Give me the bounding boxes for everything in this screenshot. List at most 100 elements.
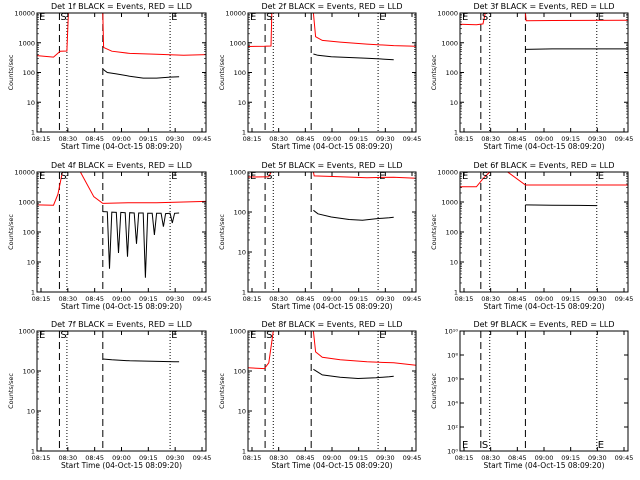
x-tick-label: 08:15 [243, 135, 262, 143]
x-tick-label: 09:15 [561, 135, 580, 143]
x-tick-label: 08:15 [243, 454, 262, 462]
y-axis-label: Counts/sec [7, 373, 15, 409]
axes-frame [36, 171, 207, 293]
event-marker-label: E [598, 171, 604, 182]
y-axis-label: Counts/sec [218, 373, 226, 409]
y-tick-label: 1 [454, 289, 458, 297]
chart-panel: Det 9f BLACK = Events, RED = LLD E S E 10⁰ 10… [430, 320, 633, 470]
series-line [102, 358, 180, 363]
event-marker-label: S [482, 12, 488, 23]
event-marker-label: E [171, 171, 177, 182]
event-marker-label: E [379, 330, 385, 341]
x-tick-label: 09:00 [323, 135, 342, 143]
x-tick-label: 08:15 [455, 135, 474, 143]
y-tick-label: 10⁰ [447, 448, 458, 456]
x-axis-label: Start Time (04-Oct-15 08:09:20) [483, 302, 604, 311]
x-tick-label: 09:45 [615, 454, 634, 462]
x-tick-label: 09:45 [403, 454, 422, 462]
x-tick-label: 09:45 [193, 454, 212, 462]
chart-title: Det 9f BLACK = Events, RED = LLD [473, 320, 614, 329]
axes-frame [36, 12, 207, 133]
axes-frame [247, 12, 417, 133]
x-tick-label: 08:15 [455, 454, 474, 462]
y-tick-label: 10000 [437, 10, 458, 18]
event-marker-label: E [379, 12, 385, 23]
series-line [36, 171, 207, 206]
x-tick-label: 08:15 [32, 135, 51, 143]
series-line [525, 204, 597, 207]
series-line [525, 48, 628, 50]
x-tick-label: 09:00 [323, 295, 342, 303]
x-tick-label: 08:30 [58, 135, 77, 143]
event-marker-label: S [60, 12, 66, 23]
x-tick-label: 09:45 [615, 135, 634, 143]
series-line [102, 68, 180, 79]
y-tick-label: 1000 [229, 328, 246, 336]
y-tick-label: 100 [234, 209, 246, 217]
x-axis-label: Start Time (04-Oct-15 08:09:20) [483, 461, 604, 470]
x-tick-label: 08:15 [455, 295, 474, 303]
event-marker-label: E [598, 12, 604, 23]
series-line [313, 53, 394, 61]
y-tick-label: 10⁶ [447, 376, 458, 384]
x-tick-label: 08:45 [508, 295, 527, 303]
x-tick-label: 08:45 [296, 454, 315, 462]
x-tick-label: 09:15 [349, 135, 368, 143]
y-tick-label: 10¹⁰ [445, 328, 459, 336]
x-tick-label: 09:45 [403, 295, 422, 303]
event-marker-label: S [266, 12, 272, 23]
y-tick-label: 10⁴ [447, 400, 458, 408]
chart-title: Det 6f BLACK = Events, RED = LLD [473, 161, 614, 170]
event-marker-label: E [171, 330, 177, 341]
x-tick-label: 08:45 [85, 454, 104, 462]
axes-frame [459, 330, 629, 452]
x-tick-label: 08:45 [508, 135, 527, 143]
y-tick-label: 1 [242, 129, 246, 137]
event-marker-label: S [266, 171, 272, 182]
x-tick-label: 08:30 [269, 135, 288, 143]
event-marker-label: E [39, 330, 45, 341]
event-marker-label: S [60, 171, 66, 182]
x-tick-label: 09:15 [349, 454, 368, 462]
y-tick-label: 10⁸ [447, 352, 458, 360]
y-tick-label: 1 [242, 448, 246, 456]
event-marker-label: E [250, 12, 256, 23]
x-tick-label: 08:45 [85, 295, 104, 303]
x-axis-label: Start Time (04-Oct-15 08:09:20) [483, 142, 604, 151]
x-tick-label: 09:00 [112, 295, 131, 303]
y-tick-label: 10 [238, 408, 246, 416]
event-marker-label: E [462, 12, 468, 23]
y-tick-label: 10 [27, 99, 35, 107]
series-line [102, 211, 180, 278]
y-tick-label: 1000 [18, 199, 35, 207]
x-tick-label: 09:00 [112, 135, 131, 143]
y-tick-label: 1000 [229, 169, 246, 177]
axes-frame [459, 171, 629, 293]
x-tick-label: 09:00 [535, 135, 554, 143]
event-marker-label: S [60, 330, 66, 341]
y-tick-label: 100 [234, 368, 246, 376]
x-tick-label: 09:15 [139, 454, 158, 462]
x-tick-label: 09:30 [166, 454, 185, 462]
y-tick-label: 10000 [14, 10, 35, 18]
y-tick-label: 10000 [225, 10, 246, 18]
y-axis-label: Counts/sec [218, 54, 226, 90]
x-tick-label: 09:00 [535, 295, 554, 303]
y-axis-label: Counts/sec [218, 214, 226, 250]
event-marker-label: E [462, 440, 468, 451]
x-tick-label: 09:30 [166, 135, 185, 143]
x-tick-label: 09:30 [376, 454, 395, 462]
y-tick-label: 1000 [229, 39, 246, 47]
y-axis-label: Counts/sec [430, 214, 438, 250]
y-tick-label: 1 [454, 129, 458, 137]
axes-frame [36, 330, 207, 452]
y-tick-label: 1000 [441, 39, 458, 47]
chart-title: Det 7f BLACK = Events, RED = LLD [51, 320, 192, 329]
y-tick-label: 1 [31, 289, 35, 297]
x-tick-label: 08:30 [481, 295, 500, 303]
